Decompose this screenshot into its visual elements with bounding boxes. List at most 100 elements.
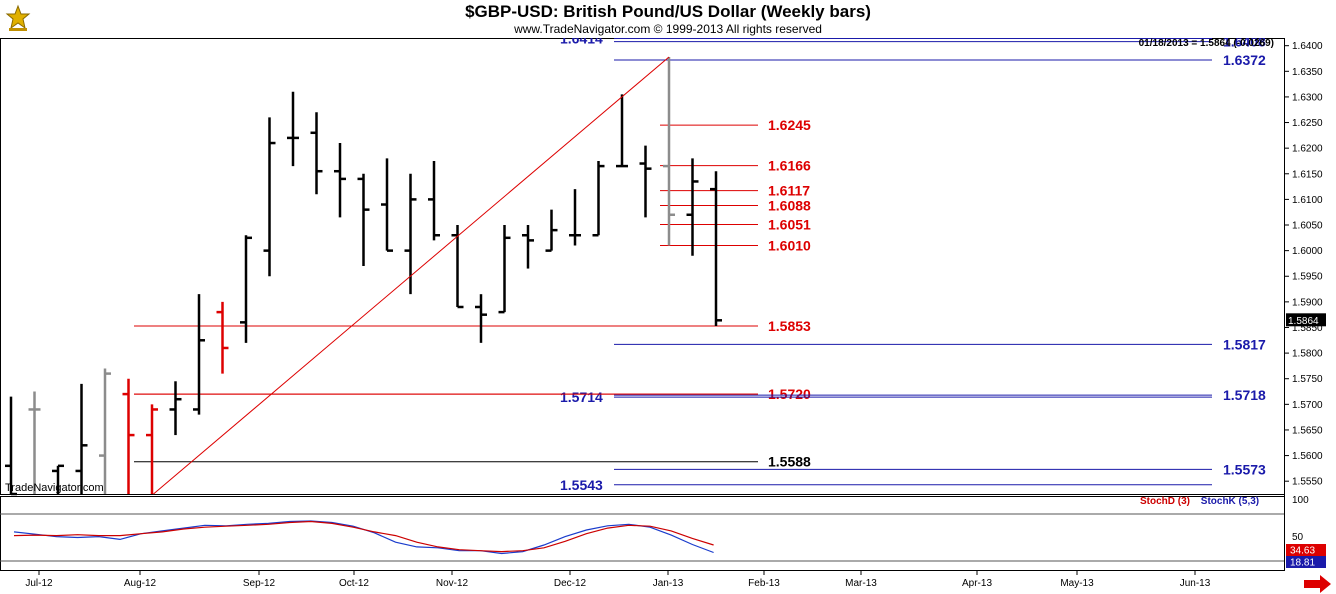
ohlc-bar [639,145,652,218]
ohlc-bar [122,378,135,494]
x-tick-label: May-13 [1060,578,1094,589]
y-tick-label: 1.5750 [1292,374,1323,385]
stochk-value-box [1286,556,1326,568]
x-tick-label: Nov-12 [436,578,469,589]
ohlc-bar [686,158,699,256]
blue-level-label: 1.6372 [1223,52,1266,68]
ohlc-bar [240,235,252,343]
trade-navigator-logo-icon [5,4,31,31]
ohlc-bar [146,404,158,494]
blue-level-label-left: 1.5543 [560,477,603,493]
y-tick-label: 1.5650 [1292,425,1323,436]
last-price-info: 01/18/2013 = 1.5864 (-0.0269) [1138,38,1274,49]
x-tick-label: Oct-12 [339,578,369,589]
blue-level-label: 1.5817 [1223,336,1266,352]
last-price-label: 1.5864 [1288,316,1319,327]
chart-subtitle: www.TradeNavigator.com © 1999-2013 All r… [514,22,822,36]
ohlc-bar [592,160,605,237]
ohlc-bar [522,225,534,269]
x-tick-label: Mar-13 [845,578,877,589]
ohlc-bar [616,94,628,168]
y-tick-label: 1.6250 [1292,118,1323,129]
ohlc-bar [404,173,417,295]
y-tick-label: 1.5600 [1292,451,1323,462]
ohlc-bar [99,368,111,494]
y-tick-label: 1.6000 [1292,246,1323,257]
black-level-label: 1.5588 [768,454,811,470]
y-tick-label: 1.5950 [1292,272,1323,283]
ohlc-bar [334,143,346,218]
ohlc-bar [545,209,558,252]
stochd-line [13,520,714,553]
stochd-legend: StochD (3) [1140,496,1190,507]
ohlc-bar [451,225,464,309]
ohlc-bar [663,56,675,246]
price-axis-ticks: 1.6400 1.6350 1.6300 1.6250 1.6200 1.6150 1.61… [1284,41,1326,488]
stochk-line [13,520,714,555]
red-level-label: 1.5720 [768,386,811,402]
title-bar: $GBP-USD: British Pound/US Dollar (Weekl… [0,0,1336,38]
ohlc-bar [357,173,370,266]
x-tick-label: Jul-12 [25,578,53,589]
y-tick-label: 1.6100 [1292,195,1323,206]
stochd-value: 34.63 [1290,546,1315,557]
stochastic-legend: StochD (3) StochK (5,3) [1140,496,1259,507]
ohlc-bar [498,225,511,314]
red-trendline [153,56,670,495]
stoch-tick-50: 50 [1292,532,1304,543]
stochk-value: 18.81 [1290,558,1315,569]
stochd-value-box [1286,544,1326,556]
chart-frame [0,38,1285,571]
watermark: TradeNavigator.com [5,482,104,494]
ohlc-bar [381,158,393,252]
red-level-label: 1.5853 [768,318,811,334]
y-tick-label: 1.5800 [1292,349,1323,360]
ohlc-bar [193,294,205,415]
arrow-shape[interactable] [1304,575,1331,593]
red-level-label: 1.6245 [768,117,811,133]
y-tick-label: 1.6400 [1292,41,1323,52]
ohlc-bar [52,464,64,494]
ohlc-bar [310,112,323,195]
ohlc-bar [75,383,88,494]
x-tick-label: Jan-13 [653,578,684,589]
ohlc-bar [263,117,276,277]
x-tick-label: Sep-12 [243,578,276,589]
red-level-label: 1.6117 [768,183,810,199]
blue-level-label: 1.5573 [1223,461,1266,477]
stochk-legend: StochK (5,3) [1200,496,1260,507]
y-tick-label: 1.6200 [1292,144,1323,155]
ohlc-bar [28,391,41,494]
time-axis: Jul-12 Aug-12 Sep-12 Oct-12 Nov-12 Dec-12 Jan-… [25,570,1211,589]
scroll-right-arrow-icon[interactable] [1304,575,1331,593]
ohlc-bar [287,91,299,167]
stoch-pane-border [0,496,1285,571]
red-level-label: 1.6010 [768,238,811,254]
ohlc-bar [428,160,440,241]
y-tick-label: 1.5700 [1292,400,1323,411]
y-tick-label: 1.5550 [1292,477,1323,488]
y-tick-label: 1.6050 [1292,221,1323,232]
ohlc-bar [475,294,487,343]
red-level-label: 1.6166 [768,158,811,174]
price-pane-border [0,38,1285,495]
blue-level-label-left: 1.5714 [560,389,603,405]
blue-level-label: 1.5718 [1223,387,1266,403]
red-level-label: 1.6088 [768,198,811,214]
price-bars [5,56,722,496]
chart-title: $GBP-USD: British Pound/US Dollar (Weekl… [465,2,871,21]
stoch-tick-100: 100 [1292,495,1309,506]
red-level-label: 1.6051 [768,216,811,232]
y-tick-label: 1.5850 [1292,323,1323,334]
x-tick-label: Apr-13 [962,578,992,589]
x-tick-label: Aug-12 [124,578,157,589]
trendline [153,56,670,495]
ohlc-bar [216,301,229,374]
y-tick-label: 1.5900 [1292,297,1323,308]
y-tick-label: 1.6150 [1292,169,1323,180]
x-tick-label: Feb-13 [748,578,780,589]
ohlc-bar [169,381,182,436]
